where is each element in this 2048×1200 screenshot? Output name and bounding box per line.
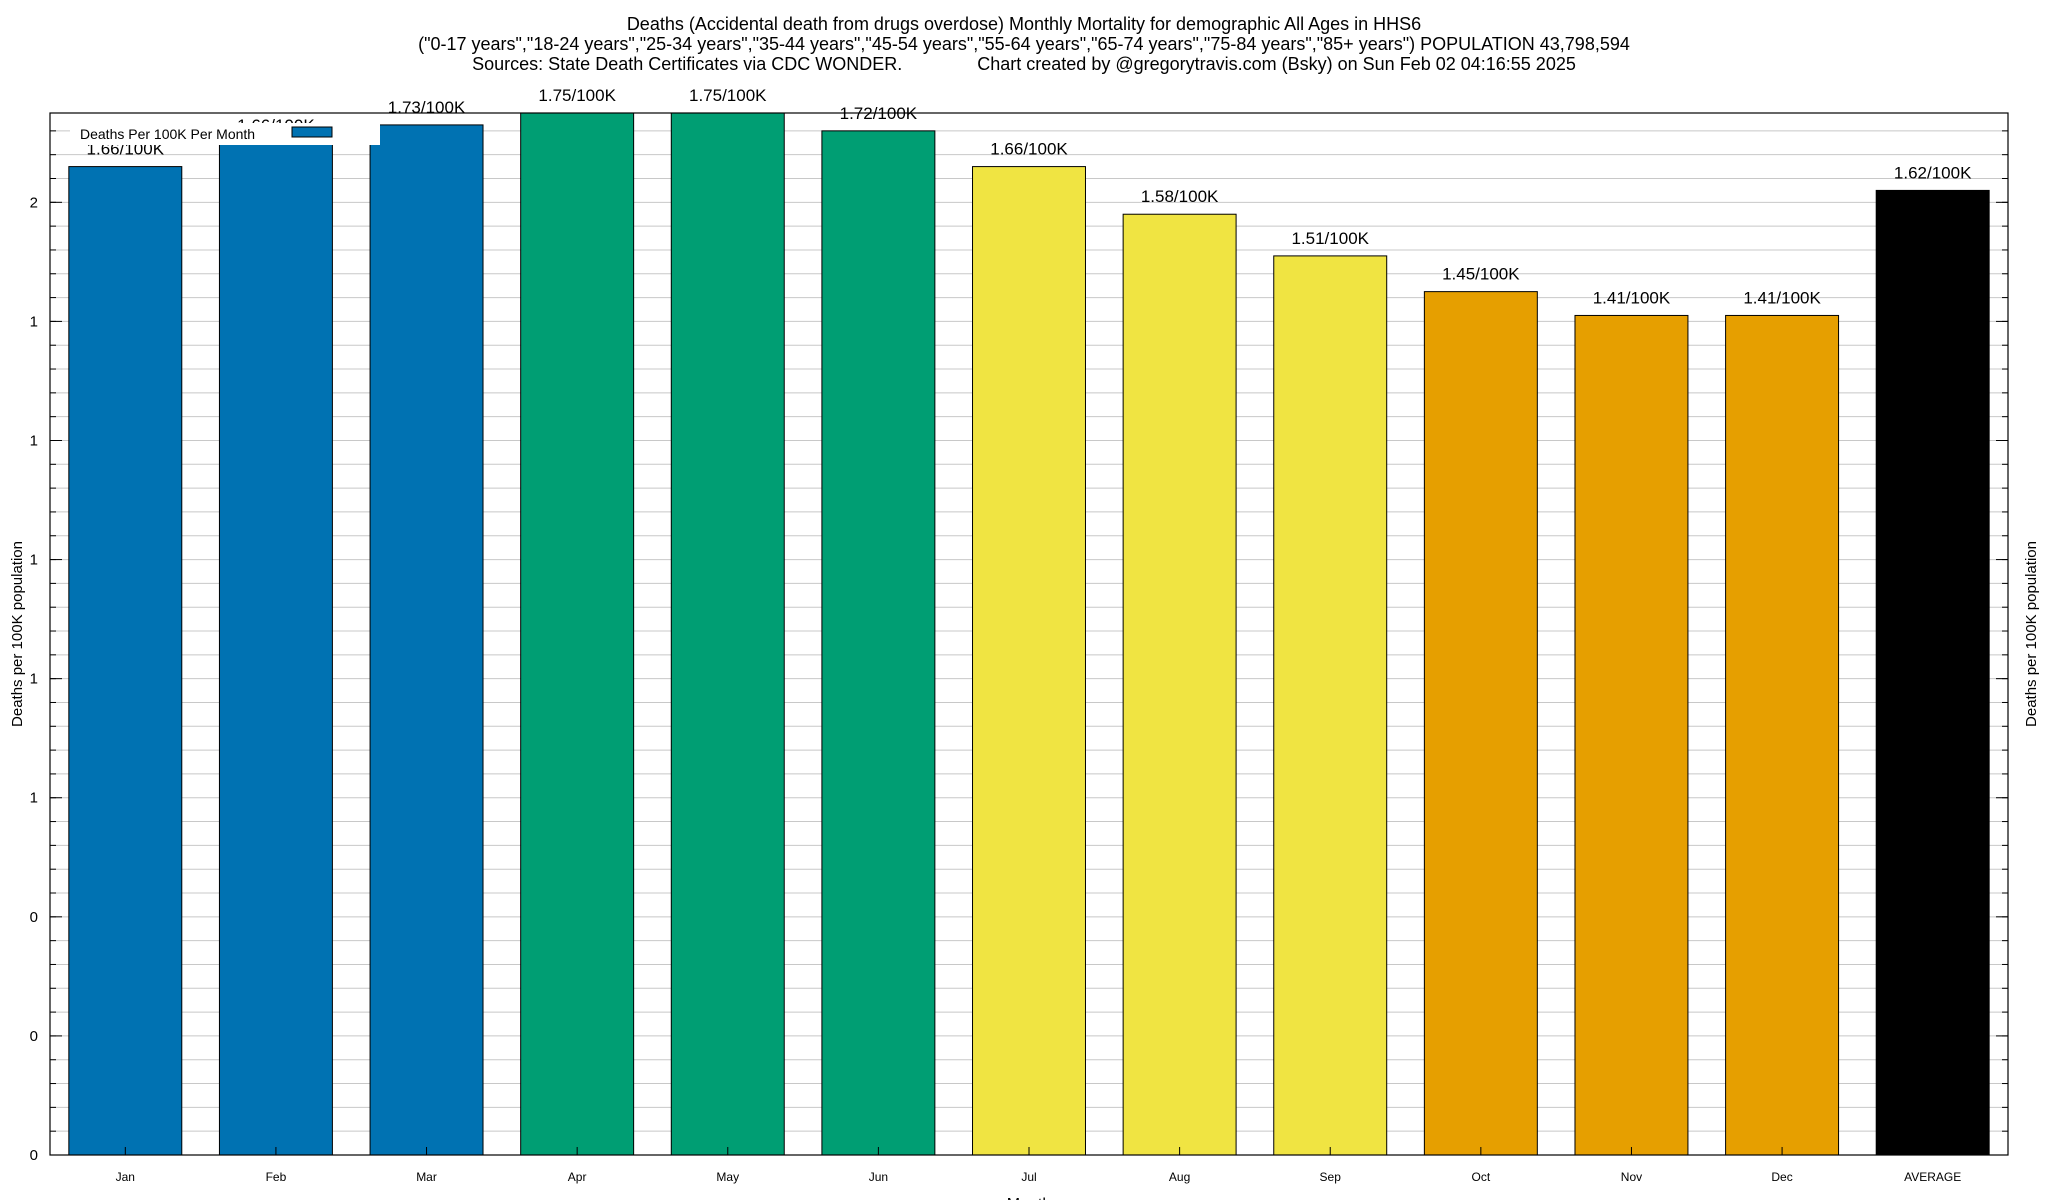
chart-source: Sources: State Death Certificates via CD… bbox=[472, 54, 1576, 74]
legend-swatch bbox=[291, 126, 333, 138]
x-tick-label: Sep bbox=[1320, 1170, 1342, 1184]
y-tick-label: 1 bbox=[30, 671, 38, 688]
bar bbox=[1423, 291, 1538, 1156]
x-tick-label: Dec bbox=[1771, 1170, 1792, 1184]
y-axis-label-right: Deaths per 100K population bbox=[2023, 541, 2040, 727]
bar bbox=[1122, 213, 1237, 1156]
legend-label: Deaths Per 100K Per Month bbox=[80, 126, 255, 142]
bar bbox=[821, 130, 936, 1156]
data-label: 1.45/100K bbox=[1442, 265, 1520, 284]
bar bbox=[520, 112, 635, 1156]
x-tick-label: Nov bbox=[1621, 1170, 1642, 1184]
data-label: 1.51/100K bbox=[1291, 229, 1369, 248]
x-tick-label: Feb bbox=[266, 1170, 287, 1184]
data-label: 1.75/100K bbox=[689, 86, 767, 105]
data-label: 1.58/100K bbox=[1141, 187, 1219, 206]
y-tick-label: 0 bbox=[30, 1147, 38, 1164]
data-label: 1.66/100K bbox=[990, 140, 1068, 159]
x-tick-label: Apr bbox=[568, 1170, 587, 1184]
x-tick-label: Oct bbox=[1472, 1170, 1491, 1184]
chart-title-block: Deaths (Accidental death from drugs over… bbox=[0, 14, 2048, 74]
bar bbox=[972, 166, 1086, 1156]
bar bbox=[1273, 255, 1388, 1156]
y-tick-label: 0 bbox=[30, 909, 38, 926]
x-tick-label: Jul bbox=[1021, 1170, 1036, 1184]
y-tick-label: 1 bbox=[30, 432, 38, 449]
bar bbox=[670, 112, 785, 1156]
bar bbox=[1574, 314, 1689, 1156]
x-tick-label: AVERAGE bbox=[1904, 1170, 1961, 1184]
chart-subtitle: ("0-17 years","18-24 years","25-34 years… bbox=[418, 34, 1630, 54]
x-tick-label: Jan bbox=[116, 1170, 135, 1184]
y-tick-label: 1 bbox=[30, 313, 38, 330]
chart-title: Deaths (Accidental death from drugs over… bbox=[626, 14, 1422, 34]
data-label: 1.41/100K bbox=[1593, 288, 1671, 307]
bar bbox=[1875, 189, 1990, 1156]
y-tick-label: 1 bbox=[30, 790, 38, 807]
y-tick-label: 1 bbox=[30, 552, 38, 569]
x-axis-label: Month bbox=[1007, 1196, 1051, 1200]
x-tick-label: May bbox=[716, 1170, 739, 1184]
x-tick-label: Mar bbox=[416, 1170, 437, 1184]
data-label: 1.73/100K bbox=[388, 98, 466, 117]
y-tick-label: 0 bbox=[30, 1028, 38, 1045]
bar bbox=[68, 166, 183, 1156]
bar bbox=[369, 124, 484, 1156]
data-label: 1.41/100K bbox=[1743, 288, 1821, 307]
x-tick-label: Jun bbox=[869, 1170, 888, 1184]
y-axis-label: Deaths per 100K population bbox=[9, 541, 26, 727]
bar bbox=[1725, 314, 1840, 1156]
y-tick-label: 2 bbox=[30, 194, 38, 211]
data-label: 1.75/100K bbox=[538, 86, 616, 105]
bar bbox=[218, 142, 333, 1156]
plot-frame bbox=[49, 112, 2009, 1156]
data-label: 1.62/100K bbox=[1894, 163, 1972, 182]
x-tick-label: Aug bbox=[1169, 1170, 1190, 1184]
